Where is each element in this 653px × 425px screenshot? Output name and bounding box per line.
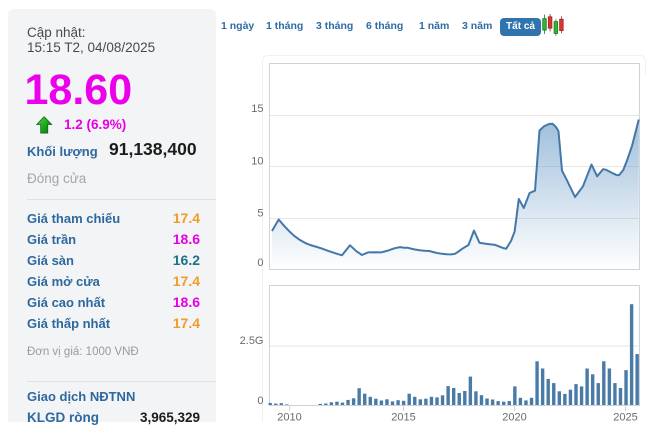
svg-text:5: 5 — [257, 208, 263, 220]
svg-text:15: 15 — [251, 103, 263, 115]
svg-text:10: 10 — [251, 156, 263, 168]
svg-text:0: 0 — [257, 257, 263, 269]
svg-text:0: 0 — [257, 395, 263, 407]
svg-text:2015: 2015 — [391, 412, 415, 423]
svg-text:2025: 2025 — [613, 412, 637, 423]
svg-text:2020: 2020 — [502, 412, 526, 423]
svg-text:2010: 2010 — [277, 412, 301, 423]
svg-text:2.5G: 2.5G — [240, 335, 264, 347]
